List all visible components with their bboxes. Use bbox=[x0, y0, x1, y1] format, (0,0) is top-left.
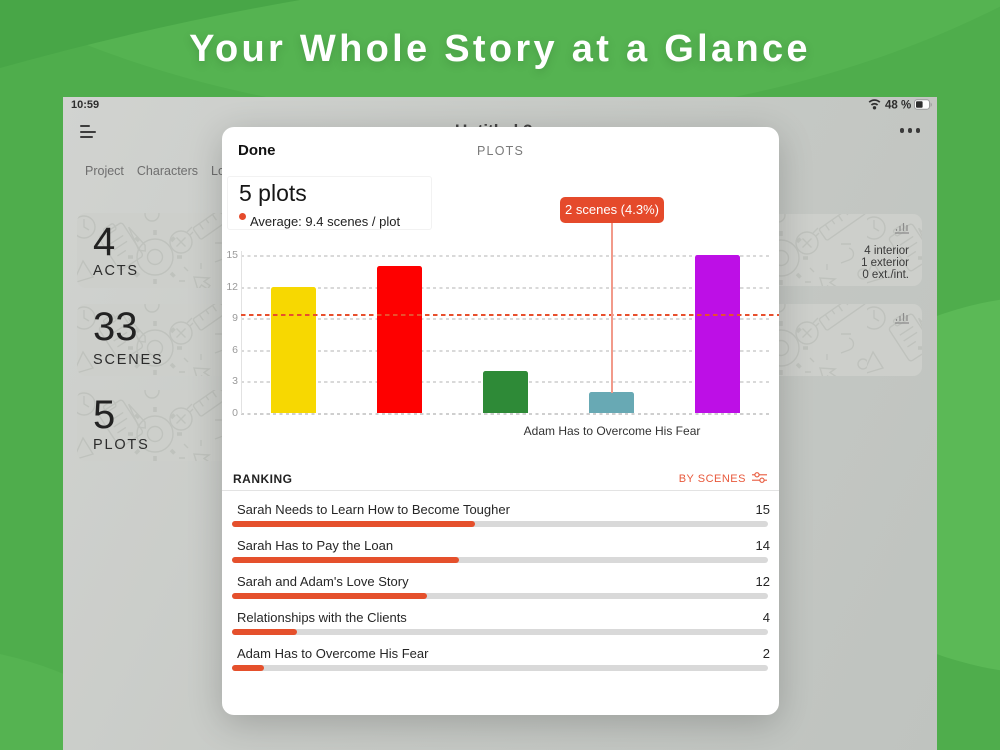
svg-text:48 %: 48 % bbox=[885, 100, 911, 112]
